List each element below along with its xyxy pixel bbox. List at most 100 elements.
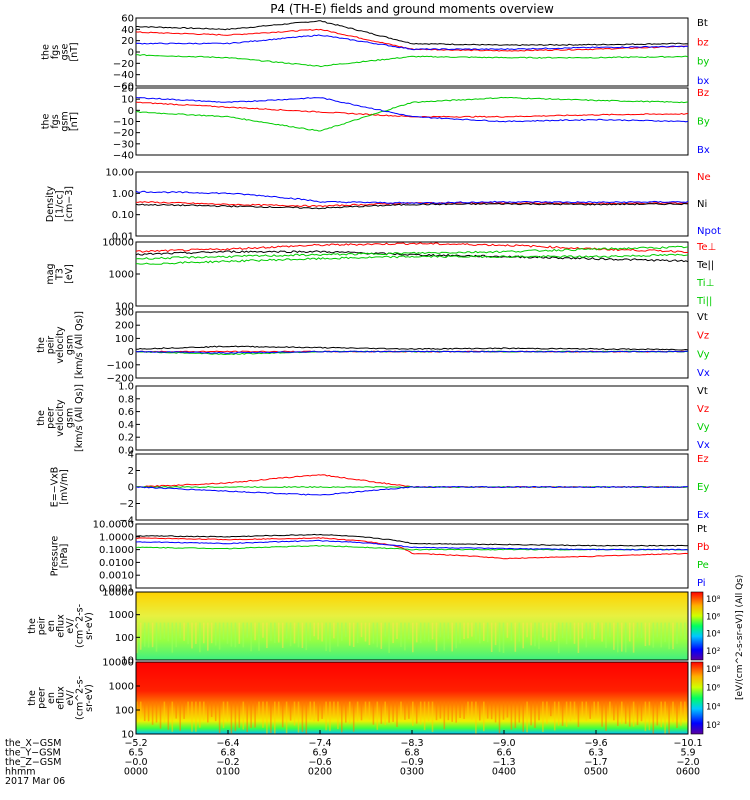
colorbar-tick: 10² <box>706 721 720 731</box>
series-bz <box>135 101 689 118</box>
date-label: 2017 Mar 06 <box>5 776 65 787</box>
spectrogram-streak <box>277 622 280 643</box>
y-tick-label: 0.6 <box>118 407 134 418</box>
spectrogram-streak <box>569 701 572 722</box>
x-tick-label: −2.0 <box>676 757 699 768</box>
y-tick-label: 40 <box>121 25 134 36</box>
spectrogram-streak <box>143 701 146 722</box>
spectrogram-streak <box>447 701 450 721</box>
spectrogram-streak <box>408 701 410 719</box>
x-tick-label: −6.4 <box>216 738 239 749</box>
panel-peir_en: 10000 1000 100 10 thepeirenefluxeV/(cm^2-s-s… <box>27 588 721 667</box>
spectrogram-streak <box>191 701 193 732</box>
spectrogram-streak <box>419 701 422 725</box>
spectrogram-streak <box>356 701 359 722</box>
series-pt <box>135 533 689 547</box>
y-tick-label: 0.8 <box>118 394 134 405</box>
y-label-line: the <box>36 410 47 426</box>
spectrogram-streak <box>238 701 241 728</box>
y-tick-label: 0.01 <box>112 232 134 243</box>
spectrogram-streak <box>522 701 524 732</box>
spectrogram-streak <box>427 622 430 642</box>
legend-vx: Vx <box>697 440 710 451</box>
spectrogram-streak <box>431 701 434 733</box>
y-tick-label: 100 <box>115 334 134 345</box>
series-pi <box>135 539 689 551</box>
spectrogram-streak <box>546 622 548 641</box>
spectrogram-streak <box>530 701 532 726</box>
spectrogram-streak <box>486 701 489 719</box>
x-row-label-the-x-gsm: the_X−GSM <box>5 738 61 749</box>
y-label-line: velocity <box>55 399 66 437</box>
spectrogram-streak <box>250 701 252 728</box>
y-label-line: the <box>27 690 38 706</box>
spectrogram-streak <box>242 622 245 648</box>
y-tick-label: −60 <box>113 82 134 93</box>
spectrogram-streak <box>412 701 414 726</box>
series-bt <box>136 20 689 47</box>
spectrogram-streak <box>203 622 205 644</box>
spectrogram-streak <box>191 622 193 649</box>
spectrogram-streak <box>348 622 351 646</box>
y-label-line: T3 <box>55 268 66 281</box>
legend-vx: Vx <box>697 368 710 379</box>
spectrogram-streak <box>400 701 402 720</box>
legend-bz: Bz <box>697 88 709 99</box>
spectrogram-streak <box>668 622 670 650</box>
spectrogram-streak <box>305 622 308 651</box>
y-tick-label: 60 <box>121 14 134 25</box>
spectrogram-streak <box>364 701 367 717</box>
spectrogram-streak <box>179 701 181 731</box>
spectrogram-streak <box>684 701 686 721</box>
panel-peer_en: 10000 1000 100 10 thepeerenefluxeV/(cm^2-s-s… <box>27 658 721 741</box>
y-tick-label: −10 <box>113 117 134 128</box>
spectrogram-streak <box>518 701 521 723</box>
y-tick-label: 0.0001 <box>99 584 134 595</box>
spectrogram-streak <box>380 622 383 649</box>
spectrogram-streak <box>274 701 276 734</box>
spectrogram-streak <box>325 622 327 651</box>
x-tick-label: 5.9 <box>680 748 695 759</box>
spectrogram-streak <box>341 701 343 733</box>
colorbar-tick: 10⁸ <box>706 665 721 675</box>
spectrogram-streak <box>301 622 304 648</box>
spectrogram-streak <box>423 701 426 731</box>
spectrogram-streak <box>214 701 217 722</box>
spectrogram-streak <box>498 701 501 734</box>
series-te <box>135 250 689 263</box>
spectrogram-streak <box>372 622 375 644</box>
spectrogram-streak <box>270 622 272 641</box>
spectrogram-streak <box>317 701 319 722</box>
spectrogram-streak <box>195 701 197 732</box>
y-tick-label: 1000 <box>109 270 134 281</box>
y-tick-label: 200 <box>115 321 134 332</box>
spectrogram-streak <box>258 701 260 719</box>
spectrogram-streak <box>526 701 528 733</box>
spectrogram-streak <box>388 622 390 653</box>
spectrogram-streak <box>589 622 591 639</box>
spectrogram-streak <box>463 622 465 640</box>
spectrogram-streak <box>644 622 647 647</box>
y-label-line: peer <box>46 407 57 429</box>
spectrogram-streak <box>277 701 280 718</box>
spectrogram-streak <box>676 622 678 644</box>
spectrogram-streak <box>684 622 686 640</box>
spectrogram-streak <box>581 622 584 639</box>
spectrogram-streak <box>139 622 142 650</box>
series-te <box>135 242 689 254</box>
spectrogram-streak <box>396 622 398 639</box>
y-tick-label: 10 <box>121 730 134 741</box>
spectrogram-streak <box>624 701 627 724</box>
legend-ex: Ex <box>697 510 709 521</box>
colorbar-tick: 10⁶ <box>706 612 721 622</box>
spectrogram-streak <box>565 622 568 645</box>
spectrogram-streak <box>187 622 189 645</box>
y-label-line: the <box>27 618 38 634</box>
y-label-line: peir <box>37 617 48 636</box>
spectrogram-streak <box>502 622 505 653</box>
y-label-line: fgs <box>50 114 61 128</box>
y-label-line: [nPa] <box>59 544 70 569</box>
